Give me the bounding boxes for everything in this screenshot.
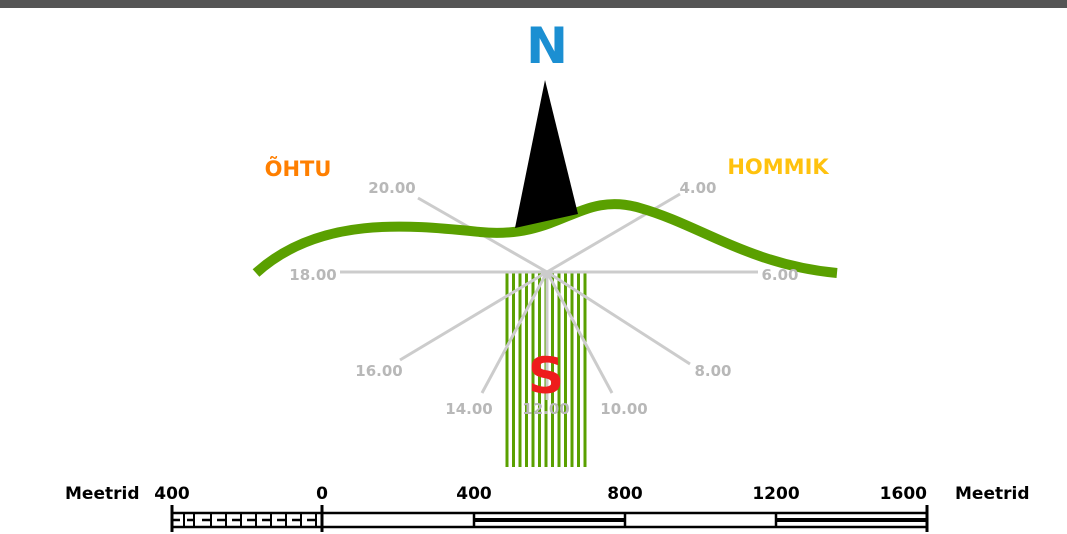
hour-label-10: 10.00	[600, 400, 647, 418]
hour-label-14: 14.00	[445, 400, 492, 418]
scale-subdivisions	[170, 511, 324, 529]
hour-line-10	[545, 271, 614, 394]
scale-unit-right: Meetrid	[955, 484, 1029, 504]
east-label: HOMMIK	[727, 155, 829, 179]
hour-line-8	[546, 270, 691, 366]
hour-label-8: 8.00	[694, 362, 731, 380]
hour-label-6: 6.00	[761, 266, 798, 284]
hour-label-4: 4.00	[679, 179, 716, 197]
scale-bar: Meetrid 400 0 400 800 1200 1600 Meetrid	[65, 484, 1029, 532]
scale-main-segments	[320, 511, 929, 529]
scale-tick-label-0: 400	[154, 484, 190, 504]
hour-label-18: 18.00	[289, 266, 336, 284]
west-label: ÕHTU	[265, 156, 332, 181]
hour-line-4	[546, 192, 681, 274]
scale-tick-label-3: 800	[607, 484, 643, 504]
green-stripes	[505, 273, 587, 467]
scale-tick-label-1: 0	[316, 484, 328, 504]
terrain-line	[252, 199, 838, 278]
hour-line-14	[480, 271, 549, 394]
north-label: N	[526, 17, 568, 75]
hour-label-12: 12.00	[522, 400, 569, 418]
north-needle	[515, 80, 578, 228]
south-label: S	[528, 347, 564, 405]
scale-tick-label-2: 400	[456, 484, 492, 504]
hour-label-20: 20.00	[368, 179, 415, 197]
top-bar	[0, 0, 1067, 8]
scale-ticks	[170, 505, 929, 532]
hour-line-16	[399, 270, 548, 362]
hour-label-16: 16.00	[355, 362, 402, 380]
scale-tick-label-5: 1600	[880, 484, 927, 504]
scale-unit-left: Meetrid	[65, 484, 139, 504]
scale-tick-label-4: 1200	[752, 484, 799, 504]
